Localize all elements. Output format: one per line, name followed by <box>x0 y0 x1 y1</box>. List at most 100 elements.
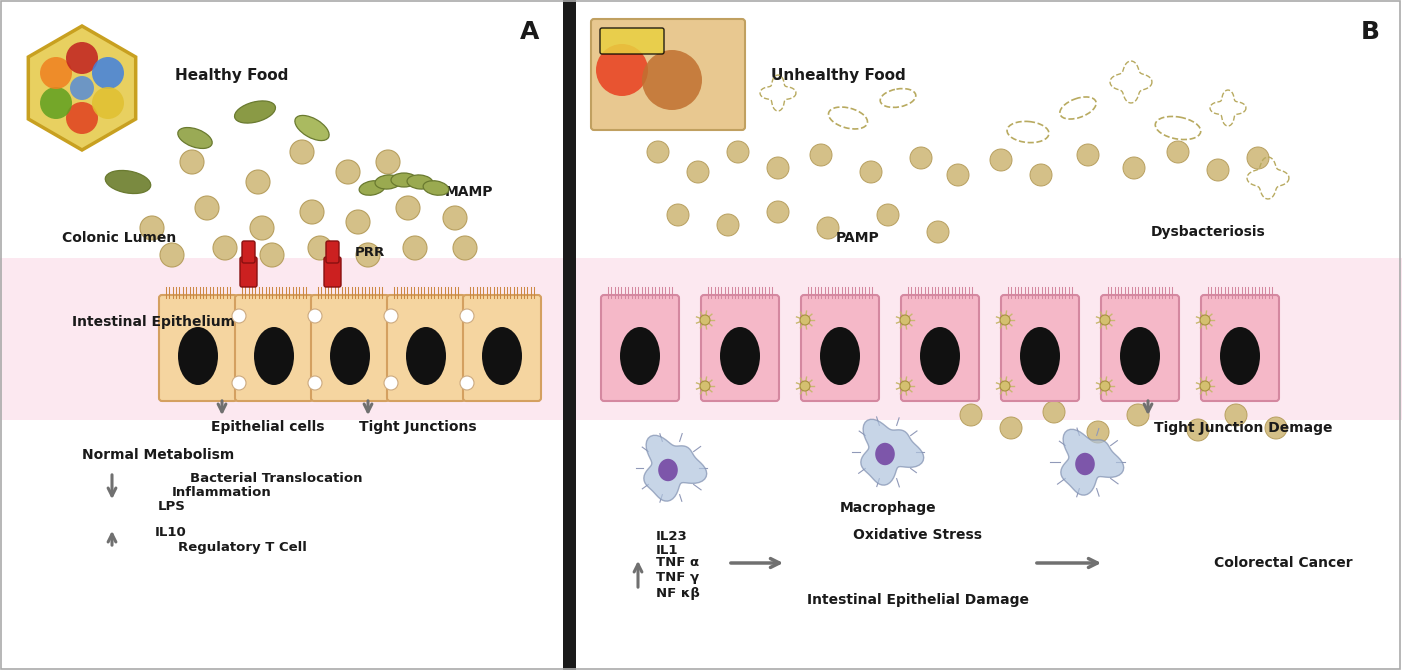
FancyBboxPatch shape <box>901 295 979 401</box>
Circle shape <box>900 315 910 325</box>
Ellipse shape <box>329 327 370 385</box>
Circle shape <box>1265 417 1287 439</box>
Ellipse shape <box>423 181 449 195</box>
Circle shape <box>93 57 123 89</box>
Circle shape <box>728 141 749 163</box>
FancyBboxPatch shape <box>387 295 465 401</box>
FancyBboxPatch shape <box>1001 295 1080 401</box>
Ellipse shape <box>294 115 329 141</box>
Text: Intestinal Epithelial Damage: Intestinal Epithelial Damage <box>808 593 1029 607</box>
FancyBboxPatch shape <box>801 295 879 401</box>
Circle shape <box>70 76 94 100</box>
Text: Inflammation: Inflammation <box>172 486 272 498</box>
Circle shape <box>179 150 205 174</box>
Circle shape <box>384 376 398 390</box>
Circle shape <box>1127 404 1150 426</box>
Circle shape <box>700 315 709 325</box>
Circle shape <box>1246 147 1269 169</box>
Text: TNF α: TNF α <box>656 557 700 570</box>
Ellipse shape <box>1075 453 1095 475</box>
Circle shape <box>767 201 789 223</box>
Circle shape <box>946 164 969 186</box>
Ellipse shape <box>407 175 433 189</box>
Text: PAMP: PAMP <box>836 231 880 245</box>
Circle shape <box>66 102 98 134</box>
Text: Macrophage: Macrophage <box>840 501 937 515</box>
Text: Tight Junctions: Tight Junctions <box>359 420 477 434</box>
Text: Epithelial cells: Epithelial cells <box>212 420 325 434</box>
Circle shape <box>1200 315 1210 325</box>
Circle shape <box>231 376 245 390</box>
Circle shape <box>1207 159 1230 181</box>
Circle shape <box>308 376 322 390</box>
Text: Regulatory T Cell: Regulatory T Cell <box>178 541 307 555</box>
Polygon shape <box>1061 429 1124 495</box>
Bar <box>564 0 576 670</box>
Text: TNF γ: TNF γ <box>656 572 700 584</box>
Ellipse shape <box>359 181 386 195</box>
Circle shape <box>356 243 380 267</box>
Ellipse shape <box>234 101 275 123</box>
Ellipse shape <box>391 173 416 187</box>
Text: Oxidative Stress: Oxidative Stress <box>854 528 983 542</box>
Ellipse shape <box>1220 327 1260 385</box>
Ellipse shape <box>482 327 522 385</box>
Circle shape <box>336 160 360 184</box>
Text: Intestinal Epithelium: Intestinal Epithelium <box>72 315 236 329</box>
Circle shape <box>300 200 324 224</box>
Text: Colonic Lumen: Colonic Lumen <box>62 231 177 245</box>
Ellipse shape <box>178 127 212 149</box>
Circle shape <box>402 236 428 260</box>
Text: Dysbacteriosis: Dysbacteriosis <box>1151 225 1266 239</box>
Ellipse shape <box>820 327 859 385</box>
Circle shape <box>667 204 688 226</box>
Ellipse shape <box>1120 327 1159 385</box>
Polygon shape <box>28 26 136 150</box>
Circle shape <box>308 309 322 323</box>
FancyBboxPatch shape <box>600 28 665 54</box>
Text: Tight Junction Demage: Tight Junction Demage <box>1154 421 1332 435</box>
Circle shape <box>700 381 709 391</box>
Ellipse shape <box>105 170 151 194</box>
FancyBboxPatch shape <box>1202 295 1279 401</box>
Ellipse shape <box>376 175 401 189</box>
Circle shape <box>1225 404 1246 426</box>
Circle shape <box>960 404 981 426</box>
FancyBboxPatch shape <box>240 257 257 287</box>
Circle shape <box>1000 315 1009 325</box>
Ellipse shape <box>721 327 760 385</box>
FancyBboxPatch shape <box>243 241 255 263</box>
Circle shape <box>1123 157 1145 179</box>
Circle shape <box>376 150 400 174</box>
Ellipse shape <box>875 443 894 465</box>
Circle shape <box>195 196 219 220</box>
Circle shape <box>801 315 810 325</box>
Circle shape <box>259 243 285 267</box>
Circle shape <box>1000 381 1009 391</box>
Text: Normal Metabolism: Normal Metabolism <box>81 448 234 462</box>
Bar <box>0 258 1402 420</box>
FancyBboxPatch shape <box>701 295 780 401</box>
Circle shape <box>460 376 474 390</box>
Text: Healthy Food: Healthy Food <box>175 68 289 82</box>
Ellipse shape <box>658 459 677 481</box>
Text: PRR: PRR <box>355 245 386 259</box>
Circle shape <box>250 216 273 240</box>
Circle shape <box>716 214 739 236</box>
Circle shape <box>910 147 932 169</box>
Circle shape <box>1043 401 1066 423</box>
FancyBboxPatch shape <box>601 295 679 401</box>
Circle shape <box>160 243 184 267</box>
Circle shape <box>1166 141 1189 163</box>
FancyBboxPatch shape <box>324 257 341 287</box>
Circle shape <box>1077 144 1099 166</box>
Circle shape <box>41 57 72 89</box>
Circle shape <box>1087 421 1109 443</box>
FancyBboxPatch shape <box>311 295 388 401</box>
Text: B: B <box>1360 20 1380 44</box>
Circle shape <box>213 236 237 260</box>
Circle shape <box>460 309 474 323</box>
Circle shape <box>927 221 949 243</box>
Circle shape <box>801 381 810 391</box>
Ellipse shape <box>254 327 294 385</box>
